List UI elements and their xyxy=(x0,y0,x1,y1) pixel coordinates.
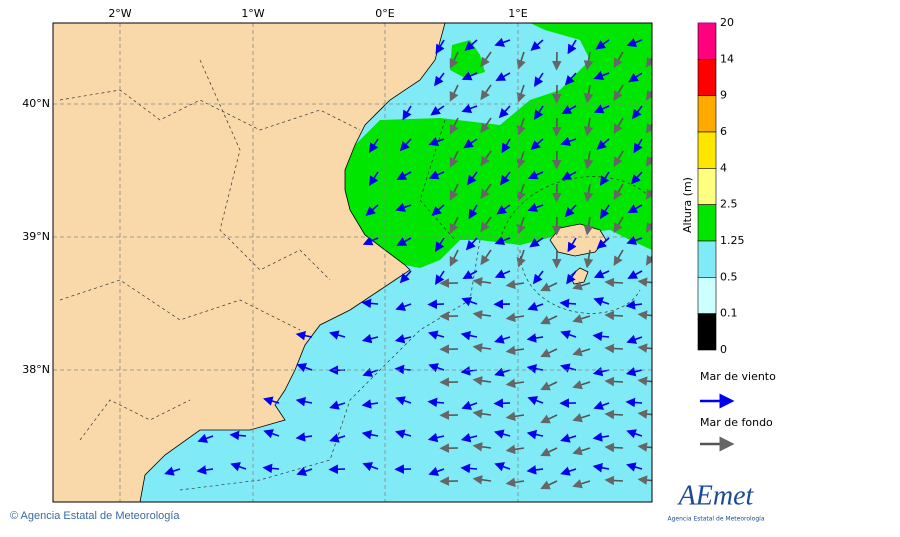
lat-label: 40°N xyxy=(22,97,50,110)
logo-subtitle: Agencia Estatal de Meteorología xyxy=(668,516,765,523)
colorbar-segment xyxy=(698,96,716,132)
wind-sea-arrow xyxy=(330,469,345,470)
colorbar-segment xyxy=(698,241,716,277)
map xyxy=(53,23,656,502)
wind-sea-arrow xyxy=(627,402,642,403)
colorbar-label: 0 xyxy=(720,343,727,356)
colorbar-segment xyxy=(698,132,716,168)
colorbar-label: 14 xyxy=(720,52,734,65)
lon-label: 1°E xyxy=(508,7,527,20)
legend-label: Mar de fondo xyxy=(700,416,773,429)
swell-arrow xyxy=(606,414,623,415)
colorbar-label: 20 xyxy=(720,16,734,29)
swell-arrow xyxy=(606,282,623,283)
colorbar-title: Altura (m) xyxy=(681,177,694,233)
colorbar-label: 0.5 xyxy=(720,270,738,283)
colorbar-label: 0.1 xyxy=(720,307,738,320)
lon-label: 0°E xyxy=(375,7,394,20)
colorbar-segment xyxy=(698,23,716,59)
legend-label: Mar de viento xyxy=(700,370,776,383)
copyright: © Agencia Estatal de Meteorología xyxy=(10,510,180,522)
colorbar-label: 1.25 xyxy=(720,234,745,247)
colorbar-segment xyxy=(698,59,716,95)
colorbar-label: 9 xyxy=(720,89,727,102)
swell-arrow xyxy=(606,381,623,382)
colorbar: 20 14 9 6 4 2.5 1.25 0.5 0.1 0 xyxy=(698,16,745,356)
colorbar-top xyxy=(698,23,716,24)
swell-arrow xyxy=(606,480,623,481)
lon-label: 2°W xyxy=(108,7,131,20)
colorbar-label: 6 xyxy=(720,125,727,138)
swell-arrow xyxy=(606,315,623,316)
wind-sea-arrow xyxy=(495,403,510,404)
wind-sea-arrow xyxy=(429,304,444,305)
swell-arrow xyxy=(606,447,623,448)
colorbar-segment xyxy=(698,205,716,241)
logo: AEmet xyxy=(677,480,755,511)
lat-label: 38°N xyxy=(22,363,50,376)
lon-label: 1°W xyxy=(241,7,264,20)
colorbar-label: 2.5 xyxy=(720,198,738,211)
colorbar-segment xyxy=(698,277,716,313)
colorbar-label: 4 xyxy=(720,161,727,174)
swell-arrow xyxy=(606,348,623,349)
colorbar-segment xyxy=(698,314,716,350)
lat-label: 39°N xyxy=(22,230,50,243)
colorbar-segment xyxy=(698,168,716,204)
